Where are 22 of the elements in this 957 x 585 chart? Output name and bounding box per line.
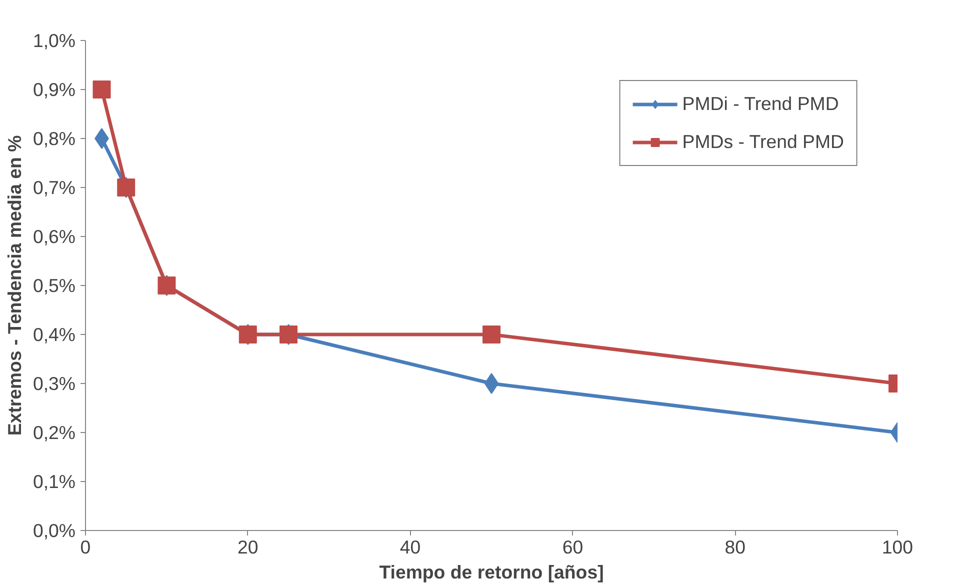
y-tick-label: 0,0% (32, 520, 76, 541)
y-tick-label: 0,3% (32, 373, 76, 394)
x-tick-label: 40 (400, 536, 421, 558)
y-tick-label: 0,4% (32, 324, 76, 345)
x-axis-title: Tiempo de retorno [años] (379, 562, 604, 582)
y-axis-title: Extremos - Tendencia media en % (4, 134, 25, 436)
x-tick-label: 100 (882, 536, 914, 558)
x-tick-label: 60 (562, 536, 584, 558)
y-tick-label: 0,1% (32, 471, 76, 492)
x-tick-label: 0 (80, 536, 91, 558)
y-tick-label: 0,9% (32, 79, 76, 100)
y-tick-label: 0,6% (32, 226, 76, 247)
y-tick-label: 0,7% (32, 177, 76, 198)
x-tick-label: 80 (724, 536, 746, 558)
y-tick-label: 1,0% (32, 30, 76, 51)
legend-label: PMDi - Trend PMD (682, 93, 839, 115)
y-tick-label: 0,5% (32, 275, 76, 296)
y-tick-label: 0,2% (32, 422, 76, 443)
x-tick-label: 20 (238, 536, 258, 558)
y-tick-label: 0,8% (32, 128, 76, 149)
legend-label: PMDs - Trend PMD (682, 131, 844, 153)
point (92, 80, 111, 98)
